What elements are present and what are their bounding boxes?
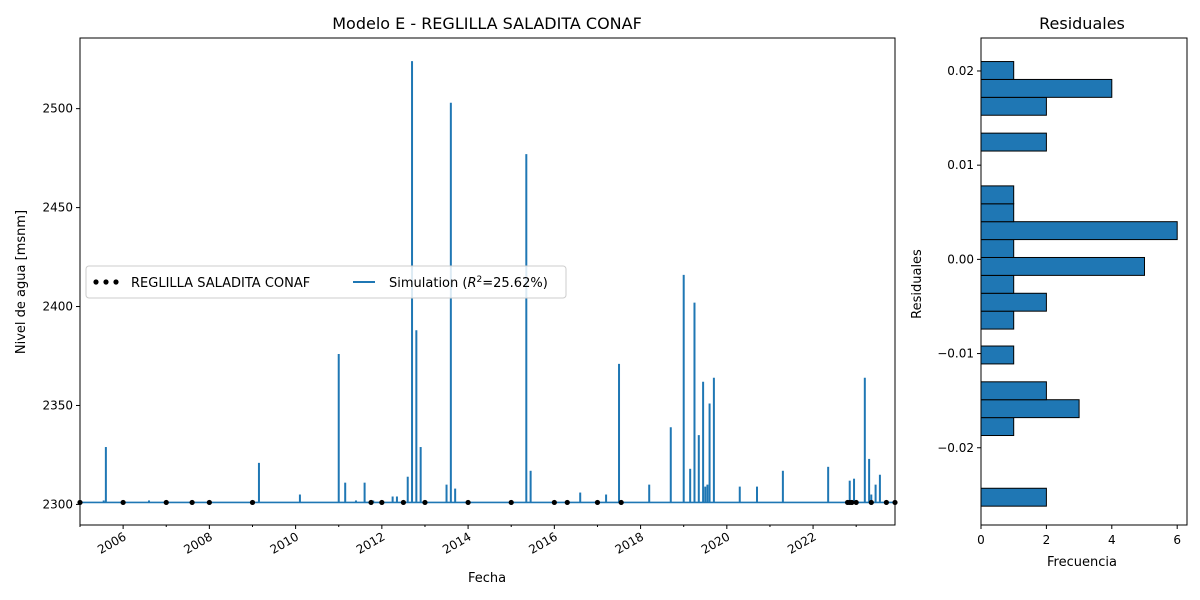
x-tick-label: 2018	[613, 529, 646, 556]
main-x-axis: 2006 2008 2010 2012 2014 2016 2018 2020 2022	[79, 525, 857, 557]
y-tick-label: 2500	[42, 102, 73, 116]
observation-point	[883, 499, 889, 506]
observation-point	[853, 499, 859, 506]
y-tick-label: 0.00	[947, 252, 974, 266]
x-tick-label: 2016	[526, 529, 559, 556]
histogram-bar	[980, 487, 1047, 507]
legend-marker-observations	[93, 279, 119, 285]
observation-point	[368, 499, 374, 506]
histogram-plot-area	[981, 38, 1187, 525]
histogram-bar	[980, 345, 1015, 365]
histogram-bar	[980, 132, 1047, 152]
observation-point	[163, 499, 169, 506]
histogram-plot-frame	[980, 37, 1188, 526]
y-tick-label: 0.02	[947, 64, 974, 78]
histogram-bar	[980, 96, 1047, 116]
x-tick-label: 2014	[440, 529, 473, 556]
main-chart: Modelo E - REGLILLA SALADITA CONAF 2006 2…	[14, 14, 898, 586]
histogram-bar	[980, 203, 1015, 223]
observation-point	[400, 499, 407, 506]
histogram-bars	[980, 61, 1178, 507]
x-tick-label: 2	[1043, 533, 1051, 547]
histogram-bar	[980, 399, 1080, 419]
y-tick-label: −0.02	[937, 441, 974, 455]
x-tick-label: 2022	[785, 529, 818, 556]
legend: REGLILLA SALADITA CONAF Simulation (R2=2…	[85, 265, 567, 299]
observation-point	[379, 499, 385, 506]
histogram-bar	[980, 221, 1178, 241]
legend-label-simulation: Simulation (R2=25.62%)	[389, 275, 548, 291]
histogram-y-axis: −0.02 −0.01 0.00 0.01 0.02	[937, 64, 981, 455]
y-tick-label: 2450	[42, 201, 73, 215]
x-tick-label: 2008	[181, 529, 214, 556]
x-tick-label: 2006	[95, 529, 128, 556]
main-chart-title: Modelo E - REGLILLA SALADITA CONAF	[332, 14, 642, 33]
observation-series	[77, 499, 898, 506]
x-tick-label: 2012	[354, 529, 387, 556]
observation-point	[465, 499, 471, 506]
histogram-x-label: Frecuencia	[1047, 555, 1117, 570]
observation-point	[189, 499, 195, 506]
x-tick-label: 0	[977, 533, 985, 547]
observation-point	[618, 499, 624, 506]
y-tick-label: 0.01	[947, 158, 974, 172]
histogram-bar	[980, 61, 1015, 80]
observation-point	[422, 499, 428, 506]
main-y-axis: 2300 2350 2400 2450 2500	[42, 102, 80, 511]
observation-point	[120, 499, 126, 506]
main-y-label: Nivel de agua [msnm]	[14, 210, 29, 354]
observation-point	[508, 499, 514, 506]
legend-label-observations: REGLILLA SALADITA CONAF	[131, 276, 310, 291]
histogram-bar	[980, 292, 1047, 312]
observation-point	[551, 499, 557, 506]
x-tick-label: 4	[1108, 533, 1116, 547]
histogram-title: Residuales	[1039, 14, 1125, 33]
histogram-bar	[980, 78, 1113, 98]
histogram-bar	[980, 417, 1015, 437]
legend-box	[85, 265, 567, 299]
histogram-bar	[980, 239, 1015, 258]
y-tick-label: 2350	[42, 398, 73, 412]
histogram-bar	[980, 256, 1145, 276]
x-tick-label: 6	[1173, 533, 1181, 547]
histogram-chart: Residuales 0 2 4 6 −0.02 −0.01 0.00 0.01 0.02 F…	[910, 14, 1188, 570]
observation-point	[594, 499, 601, 506]
y-tick-label: 2400	[42, 300, 73, 314]
observation-point	[564, 499, 570, 506]
y-tick-label: −0.01	[937, 347, 974, 361]
x-tick-label: 2010	[268, 529, 301, 556]
y-tick-label: 2300	[42, 497, 73, 511]
histogram-bar	[980, 310, 1015, 330]
x-tick-label: 2020	[699, 529, 732, 556]
observation-point	[868, 499, 874, 506]
histogram-bar	[980, 185, 1015, 205]
observation-point	[206, 499, 212, 506]
observation-point	[849, 499, 855, 506]
observation-point	[249, 499, 256, 506]
histogram-bar	[980, 381, 1047, 401]
histogram-bar	[980, 274, 1015, 294]
histogram-x-axis: 0 2 4 6	[977, 525, 1181, 547]
histogram-y-label: Residuales	[910, 249, 925, 319]
main-plot-frame	[79, 37, 896, 526]
main-x-label: Fecha	[468, 571, 506, 586]
